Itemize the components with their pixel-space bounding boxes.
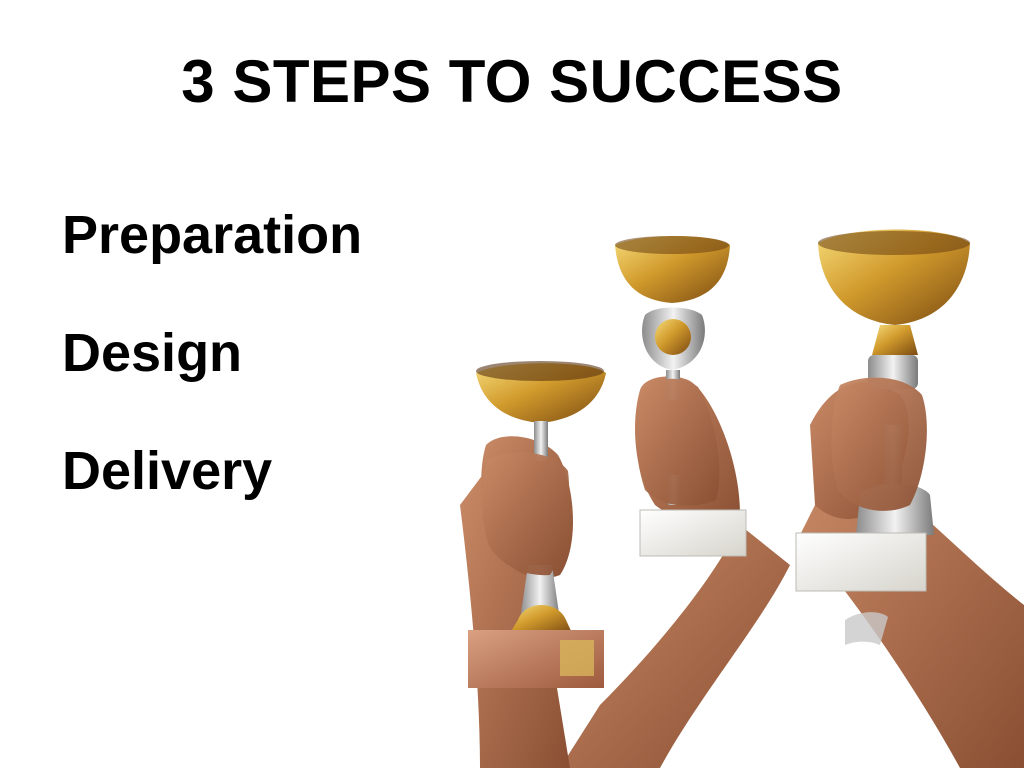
step-design: Design [62,322,362,384]
steps-list: Preparation Design Delivery [62,204,362,558]
right-hand [831,378,926,511]
step-delivery: Delivery [62,440,362,502]
slide-title: 3 STEPS TO SUCCESS [0,46,1024,118]
trophies-photo [440,225,1024,768]
middle-hand [635,379,719,506]
step-preparation: Preparation [62,204,362,266]
